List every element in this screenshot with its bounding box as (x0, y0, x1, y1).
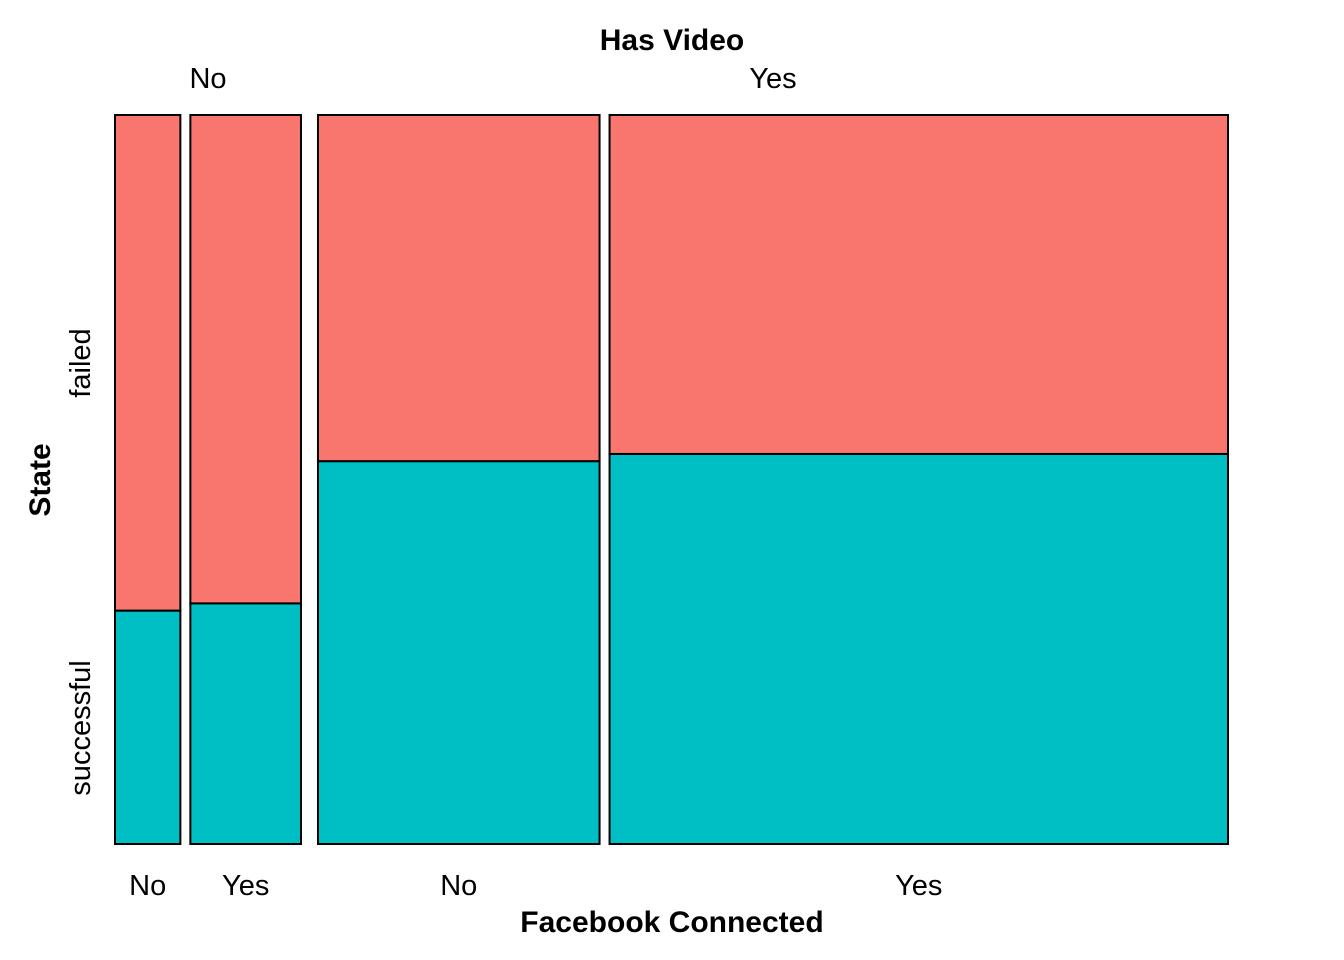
y-tick-label-successful: successful (65, 660, 97, 795)
mosaic-tiles (114, 114, 1229, 845)
x-tick-label-1: No (129, 870, 166, 902)
mosaic-labels: No Yes No Yes No Yes failed successful (65, 63, 942, 902)
tile-failed-3 (316, 114, 601, 463)
x-axis-title: Facebook Connected (520, 906, 823, 939)
tile-successful-2 (189, 602, 302, 845)
x-tick-label-3: No (440, 870, 477, 902)
y-axis-title: State (24, 443, 57, 516)
x-tick-label-2: Yes (222, 870, 269, 902)
top-tick-label-2: Yes (749, 63, 796, 95)
tile-failed-2 (189, 114, 302, 605)
y-tick-label-failed: failed (65, 328, 97, 397)
tile-successful-4 (608, 452, 1229, 845)
x-tick-label-4: Yes (895, 870, 942, 902)
tile-failed-1 (114, 114, 182, 612)
tile-successful-1 (114, 609, 182, 845)
top-axis-title: Has Video (600, 24, 745, 57)
tile-failed-4 (608, 114, 1229, 455)
tile-successful-3 (316, 460, 601, 845)
top-tick-label-1: No (189, 63, 226, 95)
